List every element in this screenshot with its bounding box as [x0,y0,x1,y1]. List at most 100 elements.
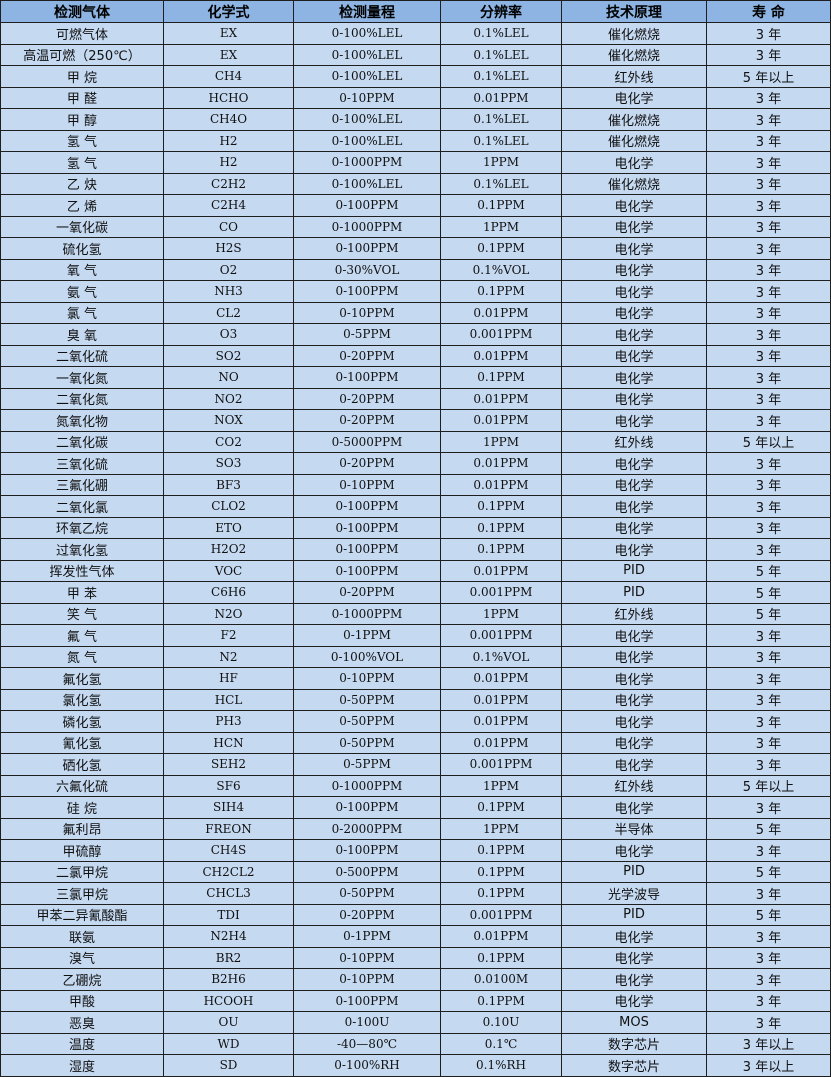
cell-lifespan: 3 年 [706,129,831,152]
cell-range: 0-100PPM [293,366,441,389]
table-row: 二氧化氯 CLO2 0-100PPM 0.1PPM 电化学 3 年 [0,495,831,518]
cell-gas: 磷化氢 [0,710,164,733]
cell-principle: 电化学 [561,925,707,948]
cell-principle: PID [561,903,707,926]
cell-principle: 电化学 [561,710,707,733]
cell-gas: 氰化氢 [0,731,164,754]
cell-formula: H2S [163,237,294,260]
table-row: 甲 醇 CH4O 0-100%LEL 0.1%LEL 催化燃烧 3 年 [0,108,831,131]
cell-gas: 氨 气 [0,280,164,303]
cell-formula: HF [163,667,294,690]
cell-gas: 笑 气 [0,602,164,625]
cell-resolution: 0.001PPM [440,903,562,926]
cell-lifespan: 3 年 [706,387,831,410]
cell-resolution: 0.1%LEL [440,108,562,131]
table-row: 笑 气 N2O 0-1000PPM 1PPM 红外线 5 年 [0,602,831,625]
cell-range: 0-50PPM [293,710,441,733]
cell-principle: 电化学 [561,645,707,668]
cell-formula: NO2 [163,387,294,410]
cell-lifespan: 3 年 [706,925,831,948]
cell-principle: 红外线 [561,602,707,625]
table-row: 臭 氧 O3 0-5PPM 0.001PPM 电化学 3 年 [0,323,831,346]
cell-range: 0-20PPM [293,452,441,475]
header-formula: 化学式 [163,0,294,23]
cell-gas: 二氧化碳 [0,430,164,453]
cell-resolution: 0.1PPM [440,839,562,862]
header-principle: 技术原理 [561,0,707,23]
cell-principle: PID [561,860,707,883]
table-row: 氢 气 H2 0-100%LEL 0.1%LEL 催化燃烧 3 年 [0,129,831,152]
cell-gas: 氟利昂 [0,817,164,840]
table-row: 三氟化硼 BF3 0-10PPM 0.01PPM 电化学 3 年 [0,473,831,496]
cell-range: 0-1000PPM [293,602,441,625]
cell-resolution: 0.10U [440,1011,562,1034]
cell-formula: BF3 [163,473,294,496]
cell-principle: 电化学 [561,258,707,281]
cell-formula: F2 [163,624,294,647]
cell-principle: PID [561,581,707,604]
table-row: 氟化氢 HF 0-10PPM 0.01PPM 电化学 3 年 [0,667,831,690]
cell-range: 0-1PPM [293,624,441,647]
cell-formula: CH4 [163,65,294,88]
cell-resolution: 0.01PPM [440,925,562,948]
cell-principle: 催化燃烧 [561,172,707,195]
cell-formula: NH3 [163,280,294,303]
cell-resolution: 0.1%LEL [440,172,562,195]
cell-principle: 电化学 [561,796,707,819]
cell-formula: BR2 [163,946,294,969]
cell-principle: 电化学 [561,323,707,346]
cell-formula: HCOOH [163,989,294,1012]
cell-gas: 一氧化碳 [0,215,164,238]
cell-gas: 甲 醇 [0,108,164,131]
cell-range: 0-5000PPM [293,430,441,453]
cell-lifespan: 3 年 [706,22,831,45]
cell-principle: 电化学 [561,215,707,238]
cell-lifespan: 3 年 [706,194,831,217]
cell-formula: FREON [163,817,294,840]
cell-range: 0-100PPM [293,839,441,862]
cell-formula: WD [163,1032,294,1055]
cell-gas: 恶臭 [0,1011,164,1034]
cell-resolution: 0.01PPM [440,344,562,367]
cell-gas: 硒化氢 [0,753,164,776]
table-row: 甲 苯 C6H6 0-20PPM 0.001PPM PID 5 年 [0,581,831,604]
cell-formula: H2O2 [163,538,294,561]
cell-gas: 溴气 [0,946,164,969]
cell-lifespan: 3 年 [706,86,831,109]
cell-resolution: 0.1%RH [440,1054,562,1077]
table-row: 磷化氢 PH3 0-50PPM 0.01PPM 电化学 3 年 [0,710,831,733]
table-row: 甲苯二异氰酸酯 TDI 0-20PPM 0.001PPM PID 5 年 [0,903,831,926]
cell-lifespan: 3 年 [706,172,831,195]
cell-gas: 二氯甲烷 [0,860,164,883]
cell-formula: TDI [163,903,294,926]
cell-resolution: 0.01PPM [440,667,562,690]
cell-range: 0-100PPM [293,989,441,1012]
cell-lifespan: 3 年 [706,667,831,690]
cell-formula: SO2 [163,344,294,367]
table-row: 氰化氢 HCN 0-50PPM 0.01PPM 电化学 3 年 [0,731,831,754]
table-row: 一氧化碳 CO 0-1000PPM 1PPM 电化学 3 年 [0,215,831,238]
cell-range: 0-100U [293,1011,441,1034]
cell-resolution: 0.1PPM [440,946,562,969]
cell-resolution: 0.01PPM [440,409,562,432]
table-row: 二氧化硫 SO2 0-20PPM 0.01PPM 电化学 3 年 [0,344,831,367]
cell-resolution: 1PPM [440,215,562,238]
cell-lifespan: 5 年 [706,581,831,604]
cell-lifespan: 3 年 [706,882,831,905]
cell-formula: HCL [163,688,294,711]
cell-resolution: 0.01PPM [440,559,562,582]
cell-principle: 数字芯片 [561,1032,707,1055]
cell-lifespan: 5 年 [706,860,831,883]
cell-formula: C2H2 [163,172,294,195]
cell-formula: EX [163,22,294,45]
cell-formula: CO [163,215,294,238]
cell-lifespan: 5 年 [706,903,831,926]
cell-resolution: 1PPM [440,430,562,453]
cell-lifespan: 3 年 [706,989,831,1012]
cell-range: 0-100PPM [293,516,441,539]
header-lifespan: 寿 命 [706,0,831,23]
cell-gas: 三氯甲烷 [0,882,164,905]
cell-resolution: 0.01PPM [440,473,562,496]
cell-lifespan: 3 年 [706,538,831,561]
table-row: 恶臭 OU 0-100U 0.10U MOS 3 年 [0,1011,831,1034]
